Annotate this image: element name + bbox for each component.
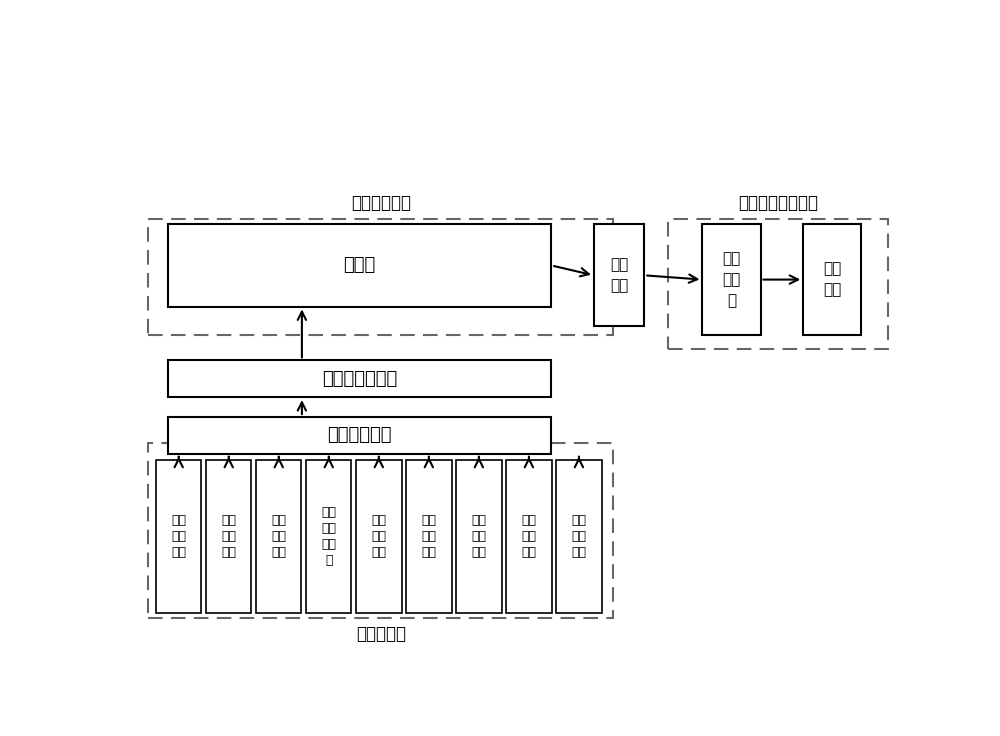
Bar: [803, 224, 861, 335]
Text: 生产
视频
模块: 生产 视频 模块: [221, 514, 236, 559]
Text: 电子码生成单元: 电子码生成单元: [322, 369, 397, 388]
Text: 物流
视频
模块: 物流 视频 模块: [521, 514, 536, 559]
Text: 数据采集模块: 数据采集模块: [351, 194, 411, 212]
Text: 可视化模块: 可视化模块: [356, 625, 406, 643]
Bar: [168, 224, 551, 306]
Bar: [148, 442, 613, 618]
Bar: [156, 459, 201, 612]
Text: 数据存储显示模块: 数据存储显示模块: [738, 194, 818, 212]
Text: 派件
视频
模块: 派件 视频 模块: [571, 514, 586, 559]
Text: 移交
视频
模块: 移交 视频 模块: [421, 514, 436, 559]
Text: 文字输入单元: 文字输入单元: [327, 426, 392, 445]
Text: 网络
终端: 网络 终端: [823, 261, 841, 297]
Bar: [668, 219, 888, 349]
Bar: [594, 224, 644, 326]
Bar: [702, 224, 761, 335]
Bar: [256, 459, 301, 612]
Bar: [206, 459, 251, 612]
Bar: [356, 459, 402, 612]
Text: 销售
视频
模块: 销售 视频 模块: [471, 514, 486, 559]
Text: 云端
服务
器: 云端 服务 器: [722, 251, 741, 308]
Bar: [306, 459, 351, 612]
Bar: [406, 459, 452, 612]
Text: 图像
录入
单元: 图像 录入 单元: [171, 514, 186, 559]
Bar: [456, 459, 502, 612]
Text: 仓管
视频
模块: 仓管 视频 模块: [371, 514, 386, 559]
Bar: [556, 459, 602, 612]
Text: 采购
视频
模块: 采购 视频 模块: [271, 514, 286, 559]
Text: 控制
单元: 控制 单元: [610, 258, 628, 294]
Bar: [168, 361, 551, 397]
Bar: [168, 417, 551, 454]
Bar: [506, 459, 552, 612]
Text: 出入
库视
频模
块: 出入 库视 频模 块: [321, 506, 336, 567]
Text: 控制器: 控制器: [343, 256, 376, 275]
Bar: [148, 219, 613, 335]
